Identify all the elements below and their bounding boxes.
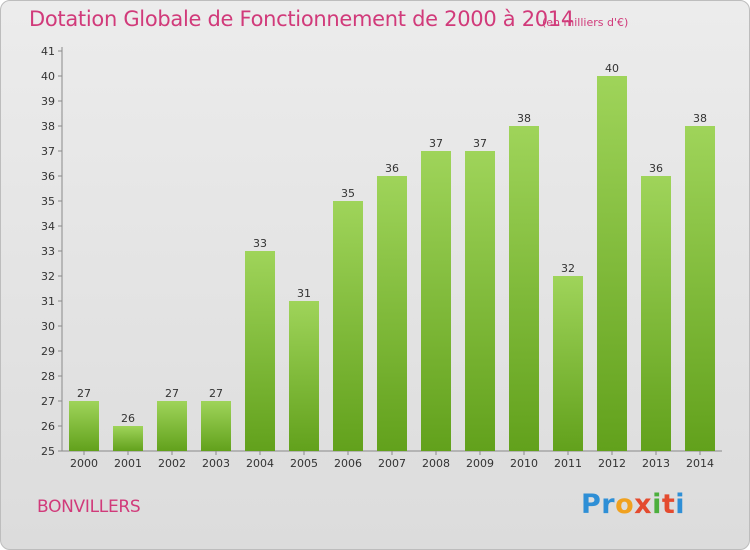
data-label: 36 (385, 162, 399, 175)
x-tick-label: 2013 (642, 457, 670, 470)
x-tick-label: 2009 (466, 457, 494, 470)
x-tick-label: 2007 (378, 457, 406, 470)
y-tick-label: 34 (41, 220, 55, 233)
bar (245, 251, 275, 451)
y-tick-label: 32 (41, 270, 55, 283)
y-tick-label: 37 (41, 145, 55, 158)
bar (157, 401, 187, 451)
data-label: 26 (121, 412, 135, 425)
bar (289, 301, 319, 451)
data-label: 38 (517, 112, 531, 125)
y-tick-label: 35 (41, 195, 55, 208)
x-tick-label: 2014 (686, 457, 714, 470)
x-tick-label: 2005 (290, 457, 318, 470)
data-label: 33 (253, 237, 267, 250)
y-tick-label: 26 (41, 420, 55, 433)
bar (377, 176, 407, 451)
data-label: 38 (693, 112, 707, 125)
chart-subtitle: (en milliers d'€) (542, 16, 629, 29)
x-tick-label: 2000 (70, 457, 98, 470)
logo-part: Pr (581, 489, 616, 520)
logo-part: o (615, 489, 635, 520)
data-label: 31 (297, 287, 311, 300)
bar (113, 426, 143, 451)
bar (641, 176, 671, 451)
y-tick-label: 30 (41, 320, 55, 333)
data-label: 27 (77, 387, 91, 400)
bar (597, 76, 627, 451)
x-tick-label: 2012 (598, 457, 626, 470)
commune-name: BONVILLERS (37, 497, 141, 517)
y-tick-label: 41 (41, 45, 55, 58)
y-tick-label: 31 (41, 295, 55, 308)
x-tick-label: 2001 (114, 457, 142, 470)
bar (201, 401, 231, 451)
bar (509, 126, 539, 451)
logo-part: i (675, 489, 686, 520)
data-label: 37 (429, 137, 443, 150)
labels: 25 26 27 28 29 30 31 32 33 34 35 36 37 38 39 40 41 2000 27… (41, 45, 714, 470)
x-tick-label: 2003 (202, 457, 230, 470)
bar (553, 276, 583, 451)
data-label: 35 (341, 187, 355, 200)
y-tick-label: 33 (41, 245, 55, 258)
bar (333, 201, 363, 451)
y-tick-label: 36 (41, 170, 55, 183)
logo-part: t (661, 489, 676, 520)
data-label: 37 (473, 137, 487, 150)
chart-title: Dotation Globale de Fonctionnement de 20… (29, 7, 574, 31)
bar (421, 151, 451, 451)
x-tick-label: 2010 (510, 457, 538, 470)
y-tick-label: 40 (41, 70, 55, 83)
proxiti-logo[interactable]: Proxiti (581, 489, 685, 520)
y-tick-label: 25 (41, 445, 55, 458)
bar (465, 151, 495, 451)
bar (685, 126, 715, 451)
y-tick-label: 29 (41, 345, 55, 358)
x-tick-label: 2006 (334, 457, 362, 470)
x-tick-label: 2008 (422, 457, 450, 470)
data-label: 40 (605, 62, 619, 75)
y-tick-label: 28 (41, 370, 55, 383)
data-label: 27 (209, 387, 223, 400)
data-label: 36 (649, 162, 663, 175)
logo-part: i (652, 489, 662, 520)
logo-part: x (634, 489, 653, 520)
y-tick-label: 38 (41, 120, 55, 133)
bar (69, 401, 99, 451)
x-tick-label: 2004 (246, 457, 274, 470)
data-label: 32 (561, 262, 575, 275)
y-tick-label: 27 (41, 395, 55, 408)
x-tick-label: 2011 (554, 457, 582, 470)
x-tick-label: 2002 (158, 457, 186, 470)
bars (69, 76, 715, 451)
y-tick-label: 39 (41, 95, 55, 108)
data-label: 27 (165, 387, 179, 400)
